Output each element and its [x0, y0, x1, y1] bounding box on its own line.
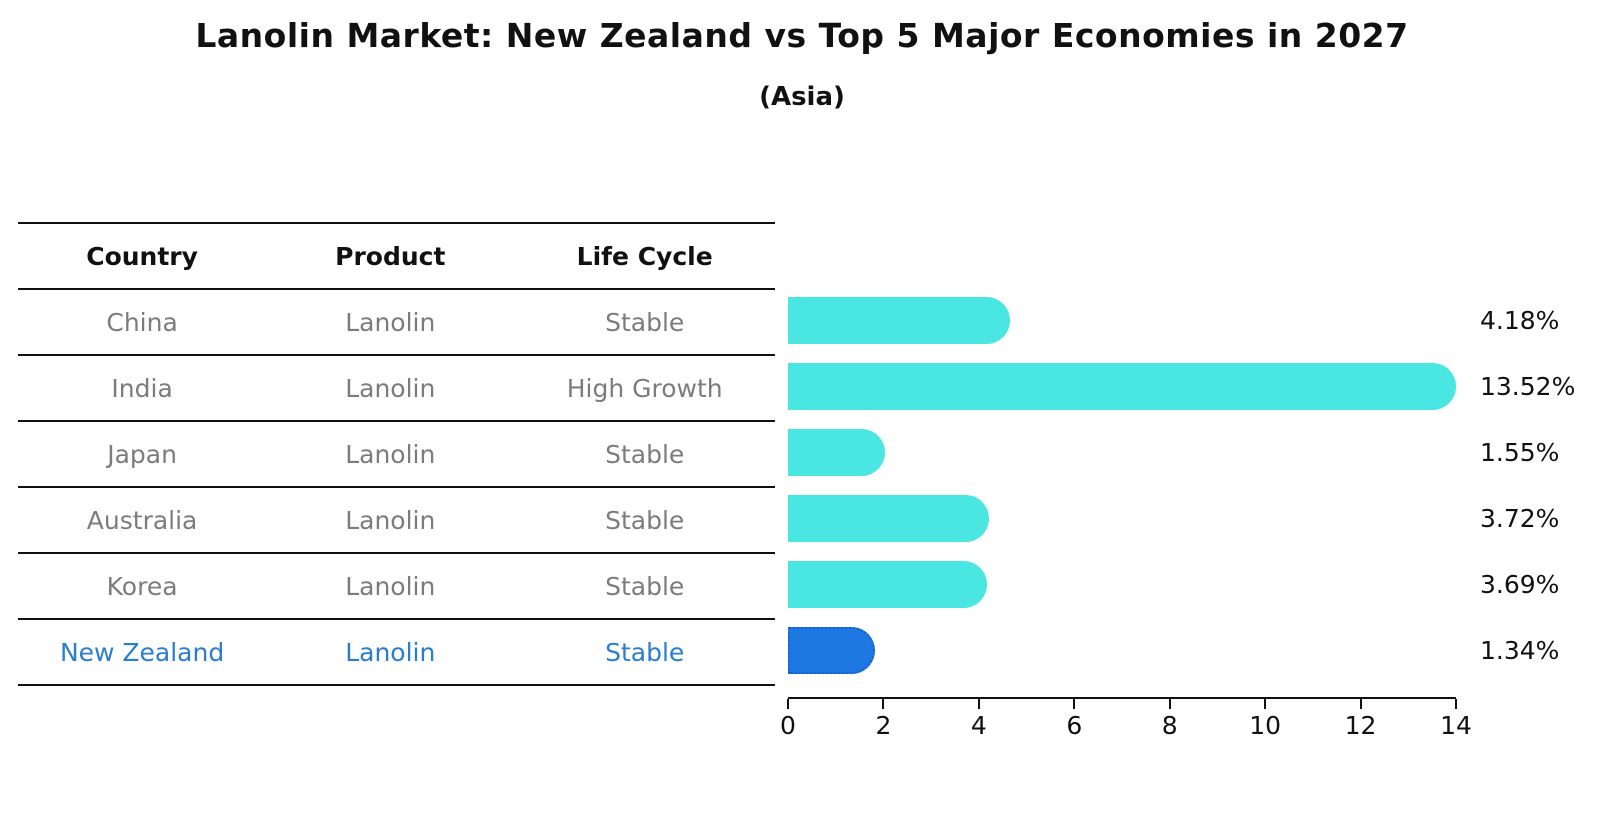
- table-header-cell: Product: [335, 241, 446, 271]
- table-cell-country: Japan: [107, 439, 177, 469]
- x-axis-tick-label: 2: [875, 711, 892, 740]
- bar-plot: [788, 288, 1457, 684]
- x-axis-tick-label: 8: [1161, 711, 1178, 740]
- table-header-cell: Country: [86, 241, 198, 271]
- bar: [788, 363, 1457, 410]
- bar-highlighted: [788, 627, 875, 674]
- bar: [788, 429, 885, 476]
- table-cell-country: India: [111, 373, 173, 403]
- bar: [788, 495, 989, 542]
- table-cell-life-cycle: Stable: [605, 571, 685, 601]
- table-cell-product: Lanolin: [345, 571, 436, 601]
- table-cell-life-cycle: High Growth: [566, 373, 723, 403]
- table-cell-product: Lanolin: [345, 637, 436, 667]
- table-row: Japan Lanolin Stable: [18, 422, 775, 488]
- x-axis-tick: [1359, 699, 1362, 709]
- table-cell-product: Lanolin: [345, 439, 436, 469]
- x-axis-tick: [882, 699, 885, 709]
- bar: [788, 297, 1011, 344]
- country-table: Country Product Life Cycle China Lanolin Sta…: [18, 222, 775, 686]
- bar-value-label: 4.18%: [1480, 306, 1560, 335]
- table-cell-country: Korea: [106, 571, 178, 601]
- x-axis-tick-label: 14: [1440, 711, 1472, 740]
- table-cell-life-cycle: Stable: [605, 637, 685, 667]
- chart-title: Lanolin Market: New Zealand vs Top 5 Maj…: [195, 16, 1409, 55]
- x-axis-tick: [1073, 699, 1076, 709]
- x-axis-tick-label: 4: [970, 711, 987, 740]
- bar-row: [788, 552, 1456, 618]
- x-axis-tick: [1455, 699, 1457, 709]
- table-header-row: Country Product Life Cycle: [18, 224, 775, 290]
- bar-row: [788, 618, 1456, 684]
- x-axis-tick-label: 10: [1249, 711, 1282, 740]
- bar-value-label: 3.72%: [1480, 504, 1560, 533]
- table-cell-country: New Zealand: [59, 637, 225, 667]
- table-header-cell: Life Cycle: [576, 241, 713, 271]
- table-cell-product: Lanolin: [345, 505, 436, 535]
- table-row: New Zealand Lanolin Stable: [18, 620, 775, 686]
- bar-value-label: 3.69%: [1480, 570, 1560, 599]
- bar: [788, 561, 988, 608]
- table-cell-life-cycle: Stable: [605, 505, 685, 535]
- x-axis-tick: [787, 699, 789, 709]
- bar-value-label: 1.55%: [1480, 438, 1560, 467]
- bar-value-label: 1.34%: [1480, 636, 1560, 665]
- x-axis: 0 2 4 6 8 10 12 14: [780, 697, 1472, 743]
- table-row: Korea Lanolin Stable: [18, 554, 775, 620]
- x-axis-tick: [1264, 699, 1267, 709]
- chart-subtitle: (Asia): [759, 82, 845, 112]
- x-axis-tick-label: 12: [1344, 711, 1377, 740]
- bar-row: [788, 354, 1457, 420]
- table-row: India Lanolin High Growth: [18, 356, 775, 422]
- x-axis-tick-label: 6: [1066, 711, 1083, 740]
- bar-row: [788, 486, 1456, 552]
- table-cell-product: Lanolin: [345, 307, 436, 337]
- x-axis-tick: [977, 699, 980, 709]
- table-cell-product: Lanolin: [345, 373, 436, 403]
- x-axis-tick-label: 0: [780, 711, 796, 740]
- table-cell-life-cycle: Stable: [605, 439, 685, 469]
- table-cell-country: Australia: [86, 505, 198, 535]
- table-cell-life-cycle: Stable: [605, 307, 685, 337]
- bar-value-label: 13.52%: [1480, 372, 1576, 401]
- bar-row: [788, 420, 1456, 486]
- table-row: China Lanolin Stable: [18, 290, 775, 356]
- table-row: Australia Lanolin Stable: [18, 488, 775, 554]
- x-axis-tick: [1168, 699, 1171, 709]
- table-cell-country: China: [106, 307, 178, 337]
- bar-row: [788, 288, 1456, 354]
